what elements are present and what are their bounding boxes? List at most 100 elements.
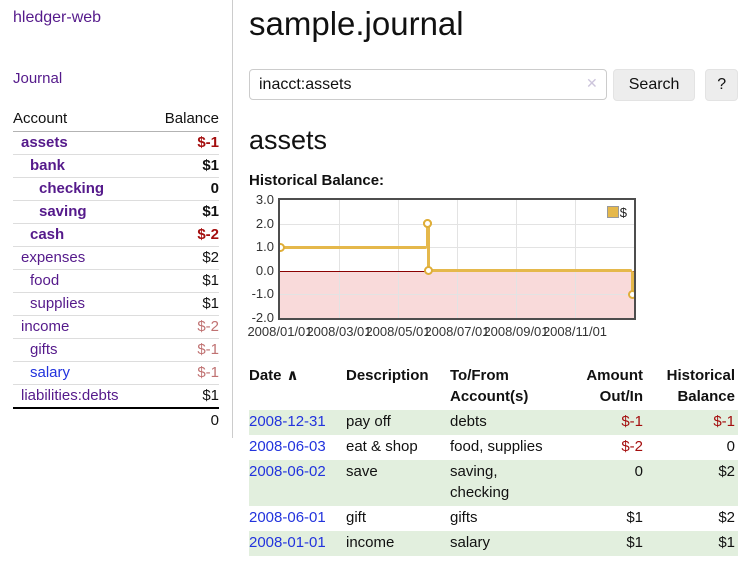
account-balance: 0 [149,177,219,201]
transaction-date-link[interactable]: 2008-06-01 [249,508,326,526]
transaction-amount: $1 [626,508,643,526]
account-balance: $1 [149,384,219,408]
legend-swatch-icon [606,206,619,219]
transaction-amount: $-1 [621,412,643,430]
register-table: Date ∧ Description To/From Account(s) Amo… [249,363,738,557]
account-row: gifts $-1 [13,338,219,362]
chart-gridline [516,199,517,318]
transaction-date-link[interactable]: 2008-12-31 [249,412,326,430]
accounts-total-value: 0 [149,407,219,432]
page-title: sample.journal [249,5,464,42]
sidebar-account-income[interactable]: income [21,318,70,335]
chart-marker [424,266,434,276]
y-axis-tick-label: 3.0 [255,191,274,207]
sidebar-account-saving[interactable]: saving [39,203,87,220]
transaction-description: gift [346,508,367,526]
sort-ascending-icon: ∧ [286,366,299,384]
accounts-total-row: 0 [13,407,219,432]
x-axis-tick-label: 2008/11/01 [542,323,608,339]
transaction-accounts: gifts [450,508,478,526]
account-row: cash $-2 [13,223,219,247]
transaction-date-link[interactable]: 2008-06-03 [249,438,326,456]
account-row: assets $-1 [13,132,219,155]
transaction-date-link[interactable]: 2008-06-02 [249,463,326,481]
app-brand-link[interactable]: hledger-web [13,9,102,26]
chart-gridline [398,199,399,318]
chart-line-segment [630,270,634,295]
account-row: supplies $1 [13,292,219,316]
chart-marker [627,289,634,299]
register-header-amount: Amount Out/In [586,366,643,405]
account-balance: $1 [149,154,219,178]
transaction-accounts: food, supplies [450,438,543,456]
chart-legend: $ [604,203,629,221]
transaction-description: pay off [346,412,391,430]
transaction-date-link[interactable]: 2008-01-01 [249,534,326,552]
search-button[interactable]: Search [612,68,696,101]
register-header-row: Date ∧ Description To/From Account(s) Amo… [249,363,738,410]
sidebar-account-salary[interactable]: salary [30,364,71,381]
search-input[interactable] [249,69,607,101]
chart-marker [280,242,285,252]
account-row: salary $-1 [13,361,219,385]
account-balance: $1 [149,200,219,224]
chart-gridline [457,199,458,318]
account-row: income $-2 [13,315,219,339]
account-row: liabilities:debts $1 [13,384,219,408]
register-row: 2008-06-01 gift gifts $1 $2 [249,506,738,531]
transaction-balance: $1 [718,534,735,552]
chart-gridline [339,199,340,318]
transaction-amount: 0 [634,463,643,481]
y-axis-tick-label: 1.0 [255,239,274,255]
sidebar-item-journal[interactable]: Journal [13,70,63,87]
account-row: food $1 [13,269,219,293]
transaction-balance: 0 [726,438,735,456]
sidebar: hledger-web Journal Account Balance asse… [0,0,233,438]
sidebar-account-food[interactable]: food [30,272,60,289]
search-box: ✕ [249,69,607,101]
sidebar-account-liabilities-debts[interactable]: liabilities:debts [21,387,119,404]
x-axis-tick-label: 2008/05/01 [365,323,431,339]
transaction-accounts: salary [450,534,491,552]
register-row: 2008-06-03 eat & shop food, supplies $-2 0 [249,435,738,460]
accounts-table-header-row: Account Balance [13,108,219,132]
chart-line-segment [427,223,431,271]
legend-label: $ [619,204,627,220]
transaction-description: income [346,534,395,552]
chart-title: Historical Balance: [249,171,385,189]
sidebar-account-cash[interactable]: cash [30,226,65,243]
register-header-balance: Historical Balance [666,366,735,405]
help-button[interactable]: ? [705,68,738,101]
transaction-balance: $-1 [713,412,735,430]
accounts-header-account: Account [13,108,150,132]
sidebar-account-expenses[interactable]: expenses [21,249,86,266]
transaction-description: save [346,463,378,481]
transaction-balance: $2 [718,508,735,526]
chart-gridline [280,247,634,249]
sidebar-account-supplies[interactable]: supplies [30,295,86,312]
sidebar-account-gifts[interactable]: gifts [30,341,58,358]
accounts-balance-table: Account Balance assets $-1 bank $1 checking 0… [13,108,219,432]
register-header-date[interactable]: Date ∧ [249,366,299,384]
main-content: sample.journal ✕ Search ? assets Histori… [247,0,738,557]
clear-search-icon[interactable]: ✕ [586,75,598,92]
chart-line-segment [428,269,632,273]
sidebar-account-assets[interactable]: assets [21,134,68,151]
sidebar-account-bank[interactable]: bank [30,157,66,174]
account-row: bank $1 [13,154,219,178]
transaction-accounts: debts [450,412,487,430]
y-axis-tick-label: 0.0 [255,262,274,278]
register-header-description: Description [346,366,429,384]
chart-gridline [575,199,576,318]
transaction-description: eat & shop [346,438,418,456]
sidebar-account-checking[interactable]: checking [39,180,105,197]
chart-plot-area: $ [278,197,636,320]
y-axis-tick-label: -1.0 [251,286,274,302]
register-header-accounts: To/From Account(s) [450,366,529,405]
account-balance: $1 [149,292,219,316]
account-balance: $2 [149,246,219,270]
chart-line-segment [425,223,429,248]
chart-gridline [280,223,634,225]
historical-balance-chart: $ 3.0 2.0 1.0 0.0 -1.0 -2.0 2008/01/01 2008/03/… [247,193,738,346]
